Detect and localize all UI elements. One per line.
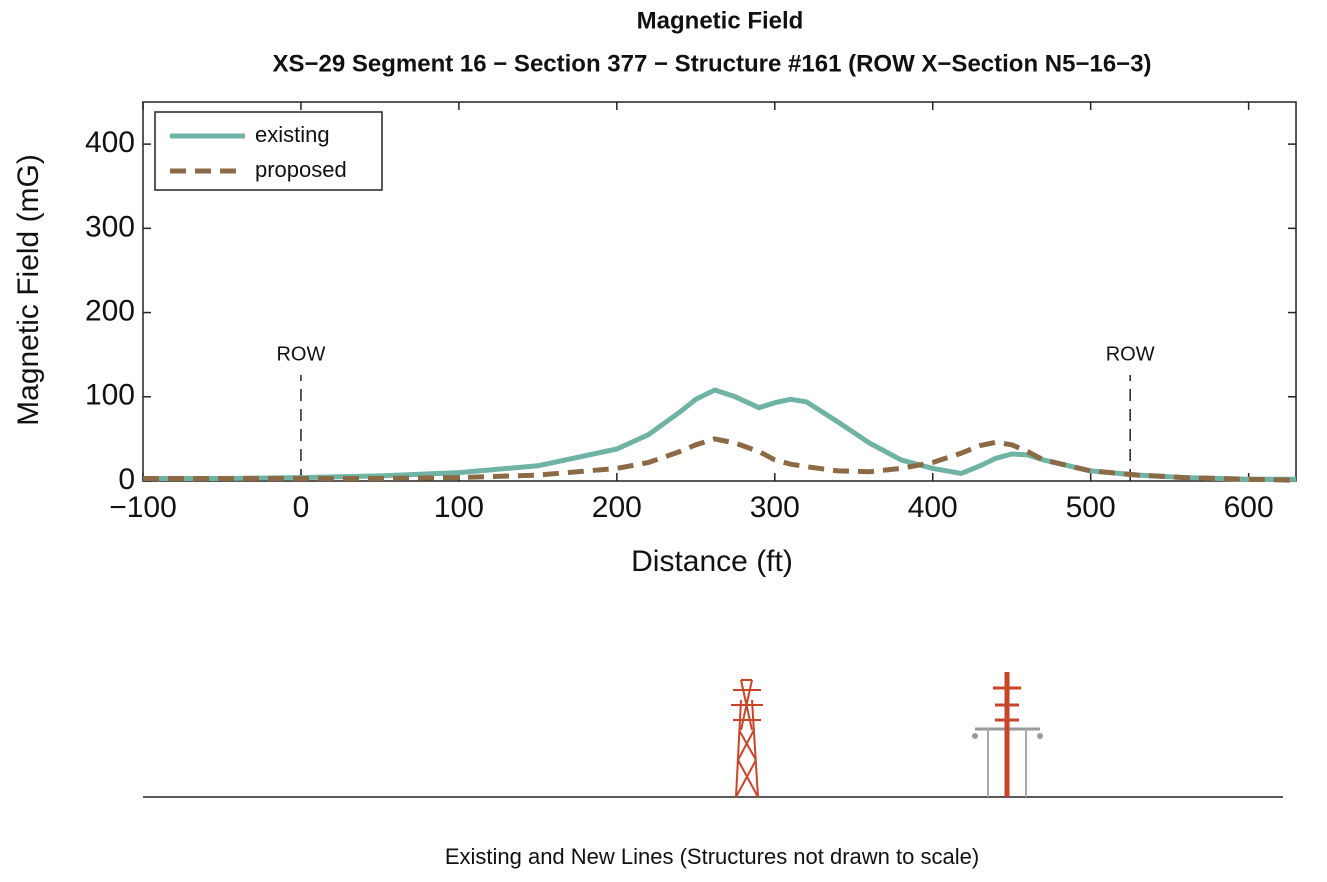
x-tick-label: 600: [1224, 491, 1274, 524]
x-tick-label: 500: [1066, 491, 1116, 524]
plot-frame: [142, 101, 1297, 482]
y-tick-label: 200: [85, 294, 135, 327]
row-label: ROW: [276, 343, 325, 365]
chart-title: Magnetic Field: [637, 7, 804, 34]
y-tick-label: 0: [118, 463, 135, 496]
x-tick-label: 100: [434, 491, 484, 524]
x-tick-label: 200: [592, 491, 642, 524]
pole-structure: [972, 672, 1043, 797]
caption: Existing and New Lines (Structures not d…: [445, 844, 979, 869]
lattice-tower: [731, 679, 763, 798]
legend-box: [154, 111, 383, 191]
y-axis-label: Magnetic Field (mG): [12, 154, 45, 426]
x-axis-label: Distance (ft): [631, 545, 793, 578]
x-tick-label: 0: [293, 491, 310, 524]
x-tick-label: 400: [908, 491, 958, 524]
legend-label: proposed: [255, 157, 347, 182]
y-tick-label: 400: [85, 126, 135, 159]
row-label: ROW: [1106, 343, 1155, 365]
structures-diagram: [143, 672, 1283, 798]
y-tick-label: 300: [85, 210, 135, 243]
x-tick-label: 300: [750, 491, 800, 524]
series-line: [143, 387, 1296, 482]
legend-label: existing: [255, 122, 330, 147]
chart-subtitle: XS−29 Segment 16 − Section 377 − Structu…: [272, 50, 1151, 77]
x-tick-label: −100: [109, 491, 177, 524]
y-tick-label: 100: [85, 379, 135, 412]
